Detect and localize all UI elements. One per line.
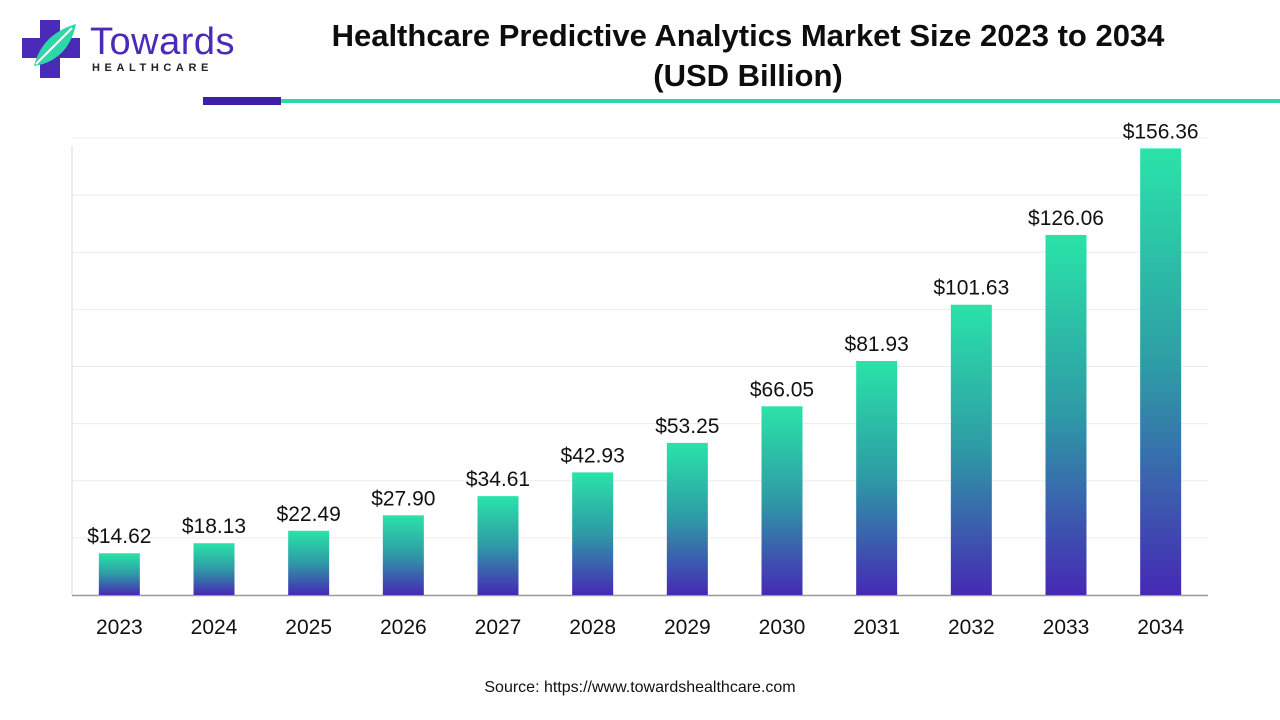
chart-bars <box>98 148 1182 596</box>
value-label-2024: $18.13 <box>182 515 246 538</box>
x-tick-label-2034: 2034 <box>1137 616 1184 639</box>
bar-2030 <box>761 406 803 595</box>
value-label-2033: $126.06 <box>1028 207 1104 230</box>
bar-2025 <box>288 530 330 595</box>
x-tick-label-2023: 2023 <box>96 616 143 639</box>
value-label-2023: $14.62 <box>87 525 151 548</box>
logo-subtitle: HEALTHCARE <box>92 62 213 74</box>
chart-title-line2: (USD Billion) <box>653 58 843 93</box>
towards-healthcare-logo: Towards HEALTHCARE <box>20 18 235 80</box>
x-tick-label-2032: 2032 <box>948 616 995 639</box>
value-label-2030: $66.05 <box>750 378 814 401</box>
value-label-2029: $53.25 <box>655 415 719 438</box>
x-tick-label-2031: 2031 <box>853 616 900 639</box>
value-label-2031: $81.93 <box>845 333 909 356</box>
x-tick-label-2030: 2030 <box>759 616 806 639</box>
bar-2023 <box>98 553 140 595</box>
bar-2027 <box>477 496 519 595</box>
x-tick-label-2025: 2025 <box>285 616 332 639</box>
chart-title-line1: Healthcare Predictive Analytics Market S… <box>331 18 1165 53</box>
value-label-2034: $156.36 <box>1123 120 1199 143</box>
chart-title: Healthcare Predictive Analytics Market S… <box>280 16 1216 96</box>
bar-2028 <box>572 472 614 595</box>
title-accent-bar-dark <box>203 97 281 105</box>
x-tick-label-2033: 2033 <box>1043 616 1090 639</box>
value-label-2025: $22.49 <box>277 503 341 526</box>
bar-2032 <box>950 304 992 595</box>
x-tick-label-2029: 2029 <box>664 616 711 639</box>
x-tick-label-2028: 2028 <box>569 616 616 639</box>
chart-value-labels: $14.62 $18.13 $22.49 $27.90 $34.61 $42.93 $53.… <box>87 120 1198 548</box>
value-label-2027: $34.61 <box>466 468 530 491</box>
chart-gridlines <box>71 137 1208 597</box>
logo-wordmark: Towards <box>90 21 235 63</box>
chart-x-tick-labels: 2023 2024 2025 2026 2027 2028 2029 2030 2031 2032… <box>96 616 1184 639</box>
value-label-2028: $42.93 <box>561 444 625 467</box>
bar-2033 <box>1045 234 1087 595</box>
bar-2024 <box>193 543 235 595</box>
source-note: Source: https://www.towardshealthcare.co… <box>484 679 796 696</box>
bar-2029 <box>666 442 708 595</box>
value-label-2032: $101.63 <box>933 277 1009 300</box>
x-tick-label-2024: 2024 <box>191 616 238 639</box>
x-tick-label-2027: 2027 <box>475 616 522 639</box>
bar-2026 <box>382 515 424 595</box>
title-accent-bar-teal <box>281 99 1280 103</box>
x-tick-label-2026: 2026 <box>380 616 427 639</box>
value-label-2026: $27.90 <box>371 487 435 510</box>
medical-cross-leaf-icon <box>22 20 80 78</box>
bar-2031 <box>856 360 898 595</box>
bar-2034 <box>1140 148 1182 596</box>
